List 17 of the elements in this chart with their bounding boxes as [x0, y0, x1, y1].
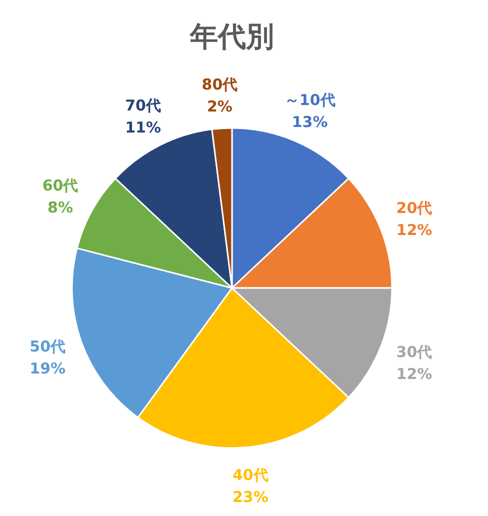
slice-label: 40代 [232, 466, 268, 484]
slice-label: 50代 [30, 337, 66, 356]
data-label: 12% [396, 365, 432, 384]
data-label: 8% [48, 198, 73, 217]
data-label: 12% [396, 220, 432, 239]
slice-label: 80代 [202, 75, 238, 94]
data-label: 19% [30, 359, 66, 378]
slice-label: 70代 [125, 96, 161, 114]
slice-label: ～10代 [284, 91, 336, 110]
data-label: 13% [292, 113, 328, 132]
slice-label: 20代 [396, 198, 432, 217]
data-label: 2% [206, 97, 232, 116]
chart-title: 年代別 [189, 20, 274, 53]
data-label: 23% [232, 488, 268, 506]
slice-label: 60代 [42, 176, 78, 195]
slice-label: 30代 [396, 343, 432, 362]
data-label: 11% [125, 118, 161, 136]
